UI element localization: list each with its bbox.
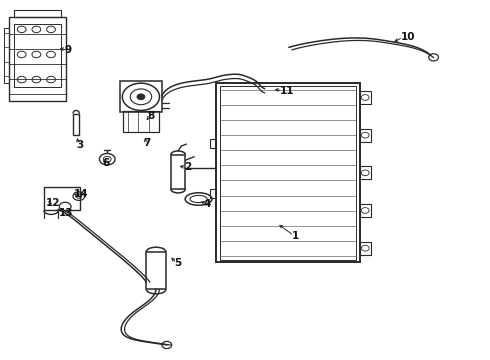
Bar [121, 81, 162, 112]
Bar [360, 166, 370, 179]
Bar [210, 139, 216, 148]
Text: 1: 1 [292, 231, 299, 240]
Bar [14, 24, 61, 87]
Bar [216, 83, 360, 262]
Text: 11: 11 [280, 86, 294, 96]
Text: 7: 7 [144, 139, 151, 148]
Text: 6: 6 [102, 158, 110, 168]
Text: 9: 9 [64, 45, 72, 55]
Bar [73, 114, 79, 135]
Text: 10: 10 [400, 32, 415, 42]
Bar [147, 252, 166, 289]
Text: 4: 4 [203, 199, 211, 210]
Bar [220, 86, 356, 260]
Text: 8: 8 [147, 111, 154, 121]
Bar [360, 204, 370, 217]
Text: 5: 5 [174, 258, 181, 268]
Bar [210, 189, 216, 198]
Bar [44, 187, 80, 211]
Bar [360, 91, 370, 104]
Bar [123, 111, 159, 132]
Circle shape [137, 94, 145, 100]
Bar [9, 17, 66, 101]
Text: 13: 13 [58, 208, 73, 218]
Bar [3, 28, 9, 83]
Bar [171, 155, 185, 189]
Text: 12: 12 [46, 198, 60, 208]
Text: 2: 2 [184, 162, 191, 172]
Text: 3: 3 [76, 140, 84, 150]
Bar [360, 242, 370, 255]
Text: 14: 14 [74, 189, 89, 199]
Bar [14, 10, 61, 17]
Bar [360, 129, 370, 141]
